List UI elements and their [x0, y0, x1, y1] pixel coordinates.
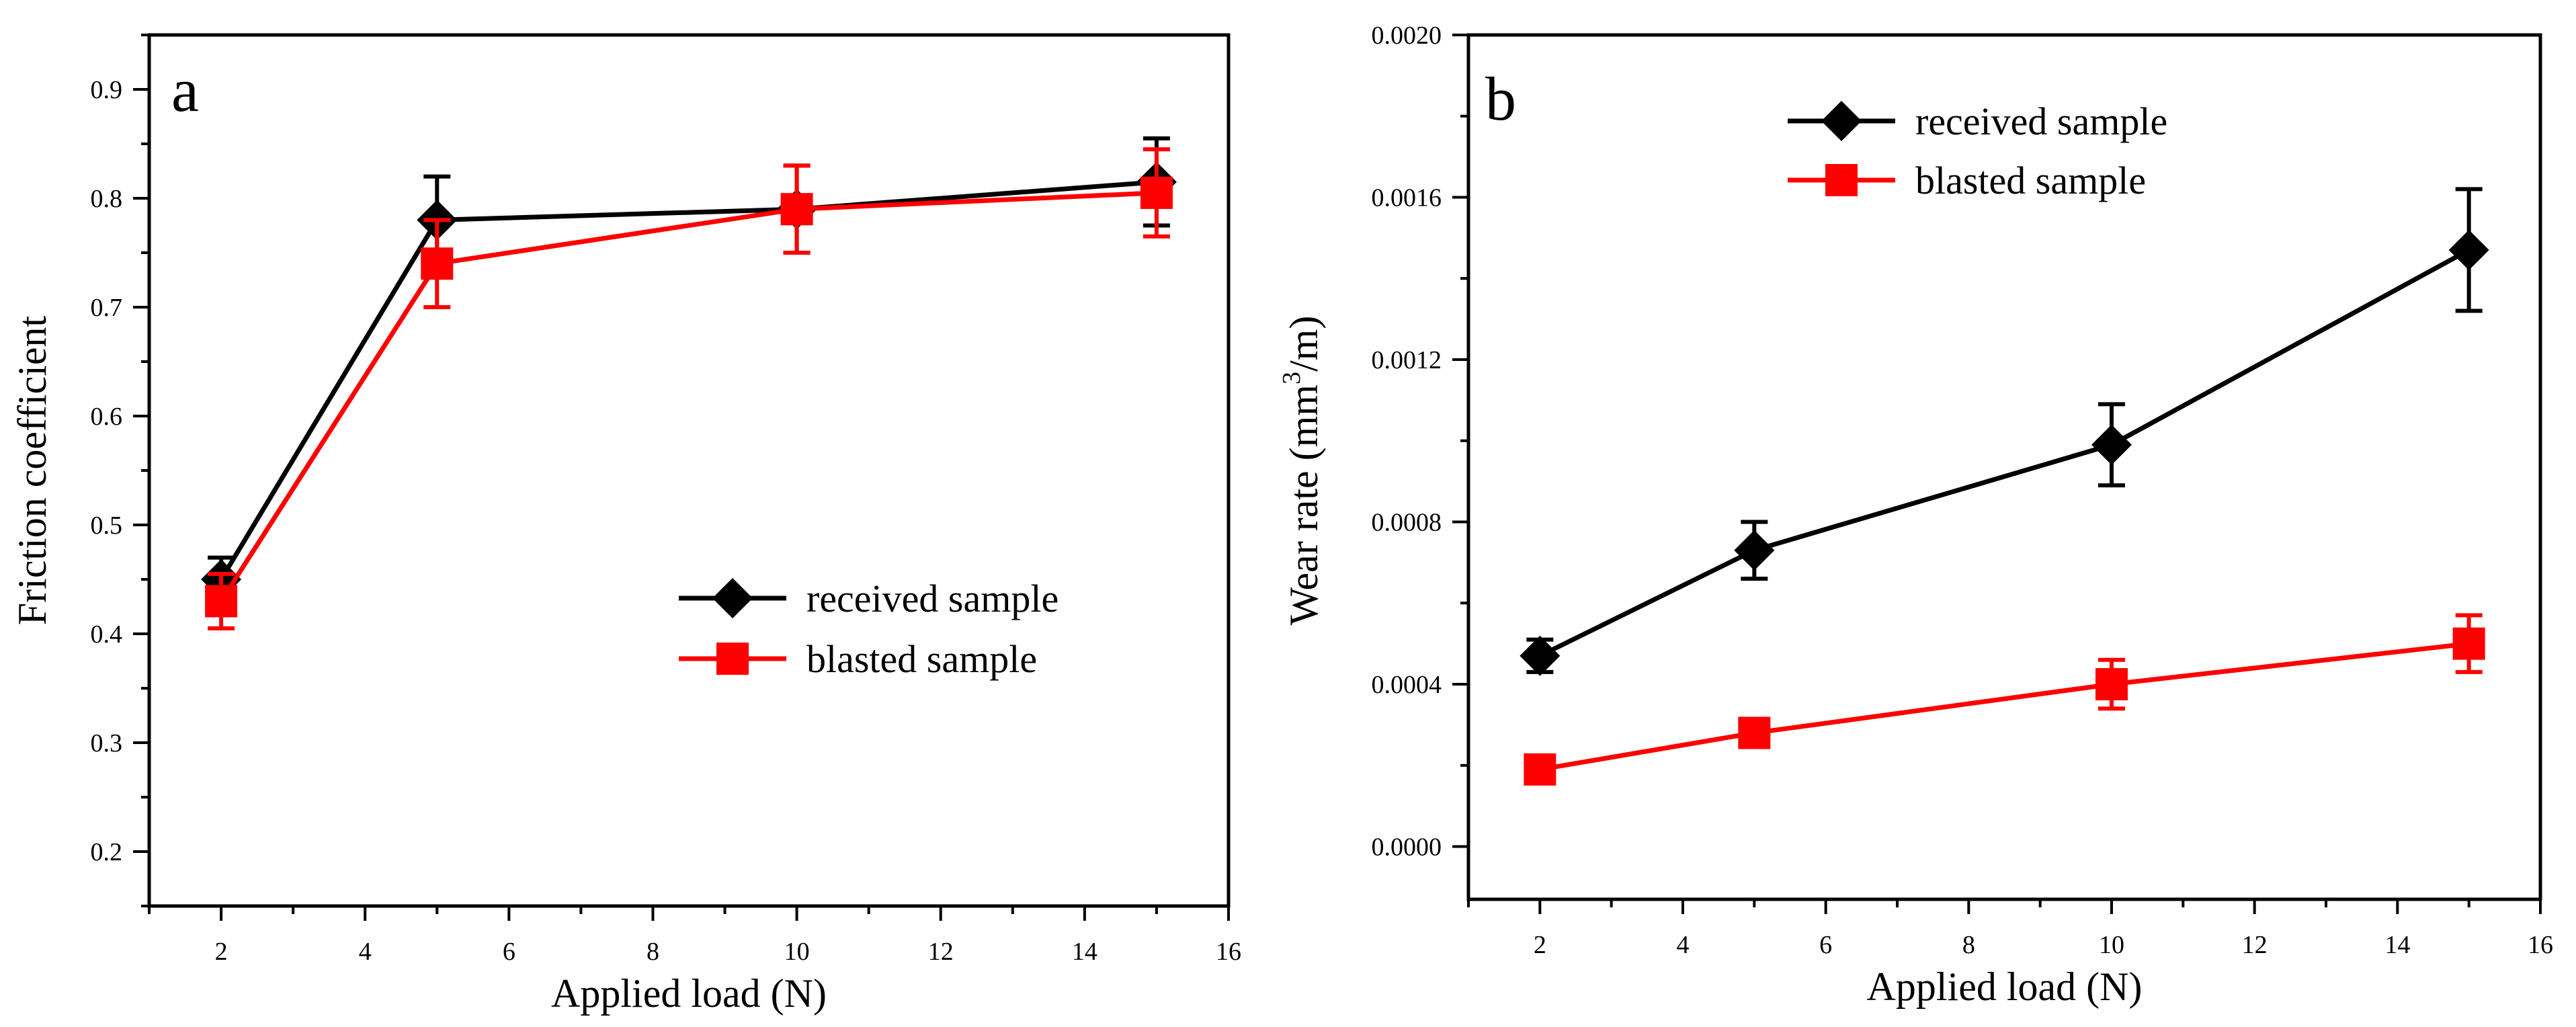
legend-marker — [1821, 101, 1862, 141]
y-tick-label: 0.9 — [91, 76, 123, 104]
data-point — [2091, 424, 2132, 465]
series-line — [219, 179, 1157, 581]
x-axis-title: Applied load (N) — [551, 971, 827, 1016]
y-tick-label: 0.5 — [91, 511, 123, 540]
data-point — [2448, 229, 2489, 270]
y-axis-title: Friction coefficient — [10, 315, 54, 625]
data-point — [1738, 716, 1771, 749]
y-tick-label: 0.0012 — [1372, 346, 1442, 374]
x-tick-label: 8 — [1962, 931, 1975, 959]
panel-a-friction-coefficient: 2 4 6 8 10 12 14 16 0.2 0.3 0.4 0.5 0.6 0.7 0.8 0.9 Appl… — [10, 33, 1241, 1016]
x-tick-label: 10 — [784, 938, 810, 966]
y-tick-label: 0.0000 — [1372, 833, 1442, 862]
legend-label: received sample — [806, 577, 1058, 620]
y-tick-label: 0.7 — [91, 294, 123, 322]
legend-marker — [712, 578, 753, 618]
series-line — [1539, 641, 2470, 772]
data-point — [1520, 635, 1561, 676]
y-tick-label: 0.4 — [91, 620, 123, 649]
series-blasted-sample — [205, 147, 1173, 630]
series-line — [1538, 247, 2470, 658]
data-point — [421, 247, 454, 280]
data-point — [1140, 176, 1173, 209]
y-tick-label: 0.0020 — [1372, 22, 1442, 50]
legend: received sample blasted sample — [1788, 99, 2167, 202]
legend-label: blasted sample — [1915, 159, 2146, 202]
x-tick-label: 6 — [503, 938, 515, 966]
panel-label: b — [1485, 65, 1516, 133]
x-tick-label: 8 — [647, 938, 659, 966]
data-point — [780, 193, 813, 226]
x-tick-label: 12 — [2242, 931, 2268, 959]
y-tick-label: 0.0004 — [1372, 671, 1442, 699]
data-point — [1734, 530, 1775, 571]
series-received-sample — [1520, 187, 2489, 676]
legend-marker — [716, 643, 749, 675]
x-tick-label: 6 — [1819, 931, 1832, 959]
y-tick-label: 0.0008 — [1372, 509, 1442, 537]
x-tick-label: 14 — [2384, 931, 2410, 959]
panel-label: a — [171, 56, 199, 124]
x-axis-title: Applied load (N) — [1867, 964, 2143, 1009]
panel-b-wear-rate: 2 4 6 8 10 12 14 16 0.0000 0.0004 0.0008 0.0012 0.00… — [1278, 22, 2553, 1009]
series-blasted-sample — [1524, 613, 2485, 786]
y-tick-label: 0.3 — [91, 729, 123, 757]
legend-marker — [1825, 164, 1858, 196]
x-tick-label: 16 — [1216, 938, 1241, 966]
y-tick-label: 0.6 — [91, 403, 123, 431]
x-tick-label: 16 — [2528, 931, 2553, 959]
x-tick-label: 2 — [215, 938, 228, 966]
y-tick-label: 0.2 — [91, 838, 123, 866]
data-point — [205, 585, 238, 618]
y-tick-label: 0.0016 — [1372, 184, 1442, 212]
x-tick-label: 4 — [359, 938, 372, 966]
plot-frame — [1466, 33, 2542, 901]
series-line — [219, 190, 1157, 603]
x-tick-label: 12 — [928, 938, 954, 966]
data-point — [1524, 753, 1556, 786]
legend-label: blasted sample — [806, 637, 1037, 681]
legend: received sample blasted sample — [679, 577, 1058, 681]
data-point — [2452, 627, 2485, 660]
x-tick-label: 10 — [2099, 931, 2124, 959]
x-tick-label: 4 — [1677, 931, 1690, 959]
y-tick-label: 0.8 — [91, 185, 123, 213]
legend-label: received sample — [1915, 99, 2167, 143]
data-point — [2095, 668, 2128, 701]
x-tick-label: 14 — [1072, 938, 1097, 966]
x-tick-label: 2 — [1534, 931, 1546, 959]
y-axis-title: Wear rate (mm3/m) — [1278, 316, 1326, 626]
